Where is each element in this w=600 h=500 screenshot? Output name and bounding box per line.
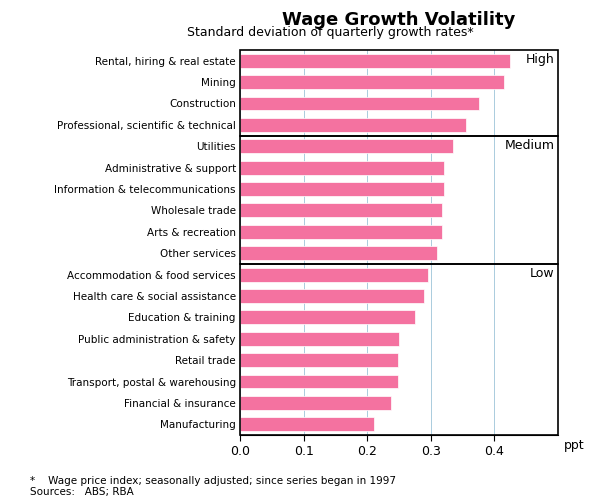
Text: Medium: Medium bbox=[505, 139, 555, 152]
Bar bbox=[240, 310, 415, 324]
Title: Wage Growth Volatility: Wage Growth Volatility bbox=[283, 11, 515, 29]
Bar bbox=[240, 418, 374, 432]
Bar bbox=[240, 50, 558, 136]
Bar bbox=[240, 289, 424, 303]
Bar bbox=[240, 136, 558, 264]
Bar bbox=[240, 225, 442, 239]
Bar bbox=[240, 374, 398, 388]
Text: Sources:   ABS; RBA: Sources: ABS; RBA bbox=[30, 488, 134, 498]
Bar bbox=[240, 118, 466, 132]
Text: Low: Low bbox=[530, 267, 555, 280]
Bar bbox=[240, 353, 398, 367]
Bar bbox=[240, 96, 479, 110]
Bar bbox=[240, 332, 399, 345]
Bar bbox=[240, 204, 442, 218]
Bar bbox=[240, 246, 437, 260]
Text: Standard deviation of quarterly growth rates*: Standard deviation of quarterly growth r… bbox=[187, 26, 473, 39]
Bar bbox=[240, 182, 443, 196]
Text: ppt: ppt bbox=[565, 440, 585, 452]
Text: High: High bbox=[526, 53, 555, 66]
Bar bbox=[240, 75, 504, 89]
Bar bbox=[240, 396, 391, 410]
Bar bbox=[240, 264, 558, 435]
Bar bbox=[240, 268, 428, 281]
Text: *    Wage price index; seasonally adjusted; since series began in 1997: * Wage price index; seasonally adjusted;… bbox=[30, 476, 396, 486]
Bar bbox=[240, 54, 510, 68]
Bar bbox=[240, 140, 453, 153]
Bar bbox=[240, 160, 443, 174]
